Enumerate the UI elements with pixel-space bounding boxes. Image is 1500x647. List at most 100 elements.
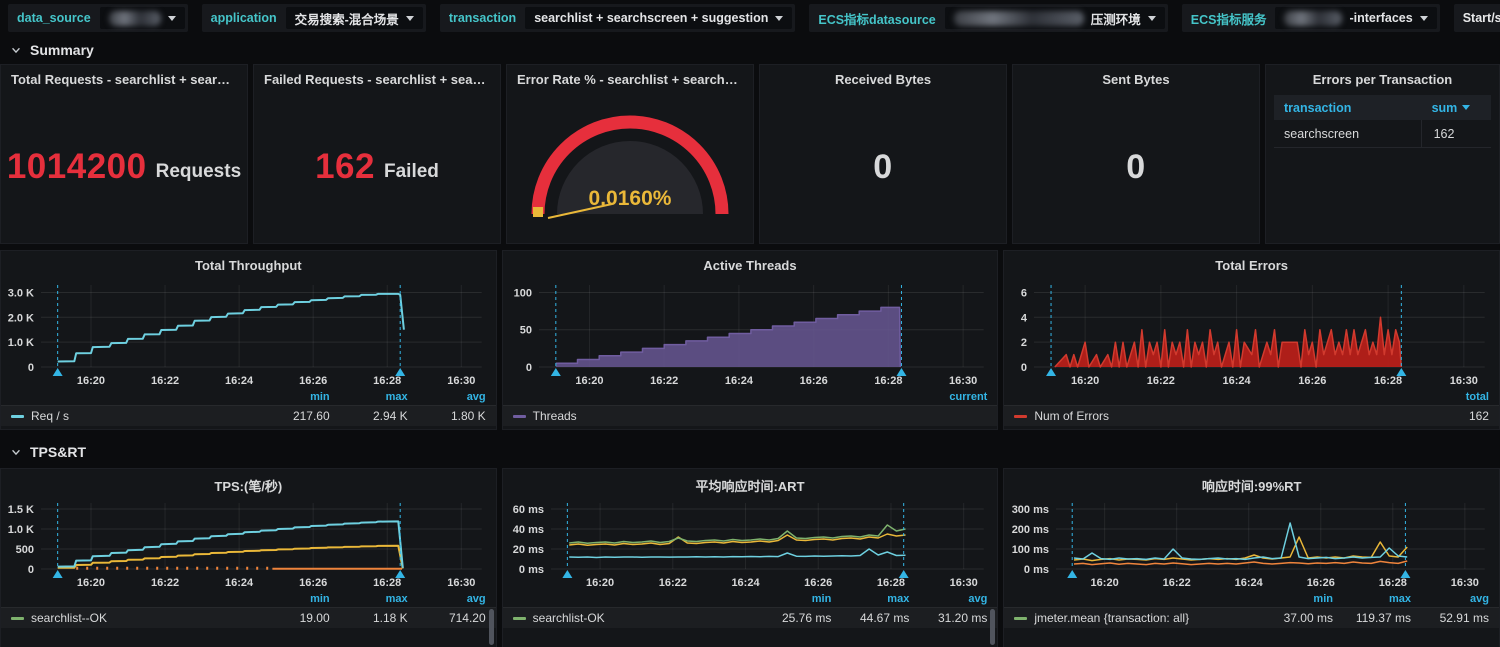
legend-row: Req / s 217.60 2.94 K 1.80 K	[1, 405, 496, 426]
legend-header-max[interactable]: max	[1388, 593, 1411, 605]
legend-header-avg[interactable]: avg	[466, 391, 486, 403]
legend-row: Num of Errors 162	[1004, 405, 1499, 426]
variable-value-dropdown[interactable]	[99, 7, 185, 29]
legend-header-max[interactable]: max	[887, 593, 910, 605]
rt99-chart[interactable]: 0 ms 100 ms 200 ms 300 ms 16:20 16:22 16:24 16:…	[1004, 495, 1499, 591]
annotation-marker-icon[interactable]	[1046, 368, 1057, 376]
panel-total-errors: Total Errors 0 2 4 6 16:20 16:22 16:24 16:26 16:…	[1003, 250, 1500, 430]
stat-value: 0	[873, 147, 893, 186]
y-axis-tick-label: 0 ms	[1024, 564, 1049, 576]
variable-value-text: -interfaces	[1349, 11, 1413, 25]
x-axis-tick-label: 16:28	[1374, 375, 1402, 387]
legend-header-current[interactable]: current	[949, 391, 988, 403]
legend-header-avg[interactable]: avg	[466, 593, 486, 605]
table-header-transaction[interactable]: transaction	[1284, 100, 1352, 115]
panel-errors-per-transaction: Errors per Transaction transaction sum s…	[1265, 64, 1500, 244]
legend-header-min[interactable]: min	[811, 593, 832, 605]
table-row: searchscreen 162	[1274, 120, 1491, 148]
panel-title[interactable]: Failed Requests - searchlist + searchsc…	[264, 72, 500, 87]
legend-header-min[interactable]: min	[310, 593, 330, 605]
error-rate-gauge: 0.0160%	[531, 115, 729, 219]
series-line	[568, 533, 906, 546]
legend-scrollbar[interactable]	[990, 609, 996, 645]
legend-header-avg[interactable]: avg	[968, 593, 988, 605]
y-axis-tick-label: 2.0 K	[8, 312, 34, 324]
panel-title[interactable]: 响应时间:99%RT	[1201, 479, 1302, 494]
legend-header-max[interactable]: max	[385, 593, 408, 605]
panel-title[interactable]: Errors per Transaction	[1312, 72, 1453, 87]
variable-value-dropdown[interactable]: 交易搜索-混合场景	[285, 7, 423, 29]
x-axis-tick-label: 16:22	[650, 375, 678, 387]
x-axis-tick-label: 16:26	[299, 375, 327, 387]
annotation-marker-icon[interactable]	[898, 570, 909, 578]
annotation-marker-icon[interactable]	[1067, 570, 1078, 578]
panel-sent-bytes: Sent Bytes 0	[1012, 64, 1260, 244]
y-axis-tick-label: 0	[526, 362, 532, 374]
y-axis-tick-label: 1.5 K	[8, 504, 34, 516]
row-header-tpsrt[interactable]: TPS&RT	[0, 438, 1500, 466]
legend-row: Threads	[502, 405, 998, 426]
annotation-marker-icon[interactable]	[1396, 368, 1407, 376]
series-color-swatch-icon	[1014, 616, 1028, 620]
throughput-chart[interactable]: 0 1.0 K 2.0 K 3.0 K 16:20 16:22 16:24 16:26 16:2…	[1, 277, 496, 389]
annotation-marker-icon[interactable]	[896, 368, 907, 376]
annotation-marker-icon[interactable]	[1400, 570, 1411, 578]
variable-value-dropdown[interactable]: -interfaces	[1275, 7, 1437, 29]
legend-series-label[interactable]: Req / s	[11, 409, 252, 423]
panel-title[interactable]: Active Threads	[703, 258, 797, 273]
table-header-sum[interactable]: sum	[1422, 101, 1491, 115]
series-color-swatch-icon	[512, 414, 526, 418]
x-axis-tick-label: 16:28	[877, 577, 905, 589]
series-line	[57, 292, 405, 363]
panel-title[interactable]: 平均响应时间:ART	[695, 479, 805, 494]
variable-label: ECS指标服务	[1190, 12, 1267, 27]
legend-header-min[interactable]: min	[310, 391, 330, 403]
annotation-marker-icon[interactable]	[550, 368, 561, 376]
x-axis-tick-label: 16:20	[1071, 375, 1099, 387]
panel-title[interactable]: Total Requests - searchlist + searchscr…	[11, 72, 247, 87]
stat-value: 162	[315, 147, 375, 186]
legend-value: 44.67 ms	[859, 611, 910, 625]
legend-row: searchlist-OK 25.76 ms 44.67 ms 31.20 ms	[502, 607, 998, 628]
legend-series-label[interactable]: searchlist--OK	[11, 611, 252, 625]
panel-title[interactable]: Error Rate % - searchlist + searchscreen…	[517, 72, 753, 87]
panel-title[interactable]: Sent Bytes	[1102, 72, 1170, 87]
panel-title[interactable]: Received Bytes	[834, 72, 932, 87]
total-errors-chart[interactable]: 0 2 4 6 16:20 16:22 16:24 16:26 16:28 16:30	[1004, 277, 1499, 389]
annotation-marker-icon[interactable]	[395, 570, 406, 578]
variable-value-dropdown[interactable]: searchlist + searchscreen + suggestion	[525, 7, 793, 29]
x-axis-tick-label: 16:24	[1223, 375, 1252, 387]
annotation-marker-icon[interactable]	[52, 570, 63, 578]
legend-value: 2.94 K	[372, 409, 408, 423]
row-header-summary[interactable]: Summary	[0, 36, 1500, 64]
variable-value-text: 交易搜索-混合场景	[294, 12, 399, 27]
legend-header-total[interactable]: total	[1465, 391, 1489, 403]
art-chart[interactable]: 0 ms 20 ms 40 ms 60 ms 16:20 16:22 16:24 16:26 1…	[503, 495, 998, 591]
x-axis-tick-label: 16:30	[1451, 577, 1479, 589]
legend-series-label[interactable]: jmeter.mean {transaction: all}	[1014, 611, 1255, 625]
tps-chart[interactable]: 0 500 1.0 K 1.5 K 16:20 16:22 16:24 16:26 16:28 1…	[1, 495, 496, 591]
x-axis-tick-label: 16:24	[725, 375, 754, 387]
annotation-marker-icon[interactable]	[562, 570, 573, 578]
panel-title[interactable]: TPS:(笔/秒)	[214, 479, 283, 494]
legend-scrollbar[interactable]	[488, 609, 494, 645]
stat-value: 1014200	[6, 147, 147, 186]
panel-title[interactable]: Total Errors	[1215, 258, 1289, 273]
legend-header-row: min max avg	[1004, 591, 1499, 607]
dropdown-caret-icon	[167, 15, 176, 21]
active-threads-chart[interactable]: 0 50 100 16:20 16:22 16:24 16:26 16:28 16:30	[503, 277, 998, 389]
legend-header-avg[interactable]: avg	[1470, 593, 1489, 605]
annotation-marker-icon[interactable]	[52, 368, 63, 376]
panel-title[interactable]: Total Throughput	[195, 258, 302, 273]
legend-header-min[interactable]: min	[1313, 593, 1333, 605]
legend-value: 52.91 ms	[1439, 611, 1489, 625]
annotation-marker-icon[interactable]	[395, 368, 406, 376]
chart-legend: min max avg searchlist--OK 19.00 1.18 K 714.20	[1, 591, 496, 628]
legend-value: 217.60	[292, 409, 330, 423]
legend-header-max[interactable]: max	[385, 391, 408, 403]
variable-value-dropdown[interactable]: 压测环境	[944, 7, 1165, 29]
gauge-face	[557, 141, 703, 214]
legend-series-label[interactable]: Threads	[512, 409, 910, 423]
legend-series-label[interactable]: Num of Errors	[1014, 409, 1411, 423]
legend-series-label[interactable]: searchlist-OK	[512, 611, 754, 625]
